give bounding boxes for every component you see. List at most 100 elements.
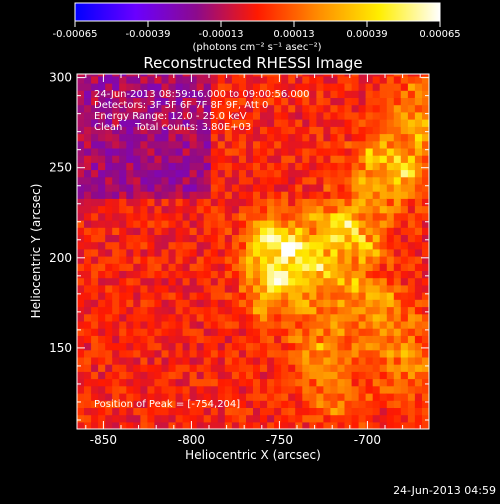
heatmap-cell: [147, 241, 155, 250]
heatmap-cell: [196, 97, 205, 106]
heatmap-cell: [140, 75, 148, 84]
heatmap-cell: [126, 74, 134, 77]
heatmap-cell: [154, 234, 162, 243]
heatmap-cell: [98, 328, 106, 336]
heatmap-cell: [77, 328, 85, 336]
heatmap-cell: [351, 198, 360, 207]
heatmap-cell: [358, 378, 367, 387]
heatmap-cell: [351, 140, 360, 149]
heatmap-cell: [386, 97, 395, 106]
heatmap-cell: [77, 111, 85, 120]
heatmap-cell: [84, 400, 92, 408]
heatmap-cell: [309, 349, 317, 358]
heatmap-cell: [386, 162, 395, 171]
heatmap-cell: [351, 335, 360, 344]
heatmap-cell: [407, 205, 416, 214]
heatmap-cell: [196, 263, 205, 271]
heatmap-cell: [224, 97, 233, 106]
heatmap-cell: [400, 104, 409, 113]
heatmap-cell: [210, 356, 219, 365]
heatmap-cell: [161, 198, 170, 207]
heatmap-cell: [414, 414, 423, 423]
heatmap-cell: [288, 169, 296, 178]
heatmap-cell: [323, 349, 331, 358]
heatmap-cell: [91, 385, 99, 394]
heatmap-cell: [224, 205, 233, 214]
heatmap-cell: [351, 328, 360, 336]
heatmap-cell: [105, 270, 113, 279]
heatmap-cell: [386, 191, 395, 199]
heatmap-cell: [295, 400, 303, 408]
heatmap-cell: [161, 111, 170, 120]
heatmap-cell: [400, 198, 409, 207]
heatmap-cell: [126, 349, 134, 358]
heatmap-cell: [168, 183, 177, 192]
heatmap-cell: [105, 263, 113, 271]
heatmap-cell: [400, 342, 409, 351]
heatmap-cell: [414, 313, 423, 322]
heatmap-cell: [231, 212, 240, 221]
heatmap-cell: [393, 83, 402, 91]
heatmap-cell: [77, 284, 85, 293]
heatmap-cell: [119, 220, 127, 228]
heatmap-cell: [147, 191, 155, 199]
heatmap-cell: [302, 371, 310, 380]
heatmap-cell: [210, 183, 219, 192]
heatmap-cell: [274, 421, 282, 429]
heatmap-cell: [344, 335, 353, 344]
heatmap-cell: [358, 183, 367, 192]
heatmap-cell: [119, 126, 127, 135]
heatmap-cell: [372, 335, 381, 344]
heatmap-cell: [119, 342, 127, 351]
heatmap-cell: [253, 335, 261, 344]
heatmap-cell: [302, 90, 310, 98]
heatmap-cell: [422, 400, 429, 408]
heatmap-cell: [288, 83, 296, 91]
heatmap-cell: [238, 328, 247, 336]
heatmap-cell: [126, 306, 134, 315]
heatmap-cell: [330, 119, 338, 127]
heatmap-cell: [246, 147, 254, 156]
heatmap-cell: [182, 227, 191, 235]
heatmap-cell: [161, 378, 170, 387]
heatmap-cell: [274, 227, 282, 235]
heatmap-cell: [246, 74, 254, 77]
heatmap-cell: [133, 378, 141, 387]
heatmap-cell: [422, 155, 429, 163]
heatmap-cell: [393, 74, 402, 77]
heatmap-cell: [224, 349, 233, 358]
heatmap-cell: [295, 299, 303, 308]
heatmap-cell: [210, 191, 219, 199]
heatmap-cell: [217, 227, 226, 235]
heatmap-cell: [267, 83, 275, 91]
heatmap-cell: [253, 385, 261, 394]
heatmap-cell: [119, 234, 127, 243]
heatmap-cell: [154, 385, 162, 394]
heatmap-cell: [400, 75, 409, 84]
heatmap-cell: [295, 313, 303, 322]
heatmap-cell: [414, 306, 423, 315]
heatmap-cell: [323, 97, 331, 106]
heatmap-cell: [407, 248, 416, 257]
heatmap-cell: [422, 407, 429, 416]
heatmap-cell: [295, 421, 303, 429]
heatmap-cell: [246, 407, 254, 416]
heatmap-cell: [175, 191, 184, 199]
heatmap-cell: [238, 407, 247, 416]
heatmap-cell: [295, 414, 303, 423]
heatmap-cell: [281, 378, 289, 387]
heatmap-cell: [253, 169, 261, 178]
heatmap-cell: [203, 90, 212, 98]
heatmap-cell: [246, 328, 254, 336]
heatmap-cell: [196, 414, 205, 423]
heatmap-cell: [260, 147, 268, 156]
heatmap-cell: [253, 133, 261, 142]
heatmap-cell: [168, 162, 177, 171]
heatmap-cell: [267, 256, 275, 264]
heatmap-cell: [295, 292, 303, 300]
heatmap-cell: [379, 241, 388, 250]
heatmap-cell: [210, 111, 219, 120]
heatmap-cell: [379, 421, 388, 429]
heatmap-cell: [309, 313, 317, 322]
heatmap-cell: [372, 119, 381, 127]
